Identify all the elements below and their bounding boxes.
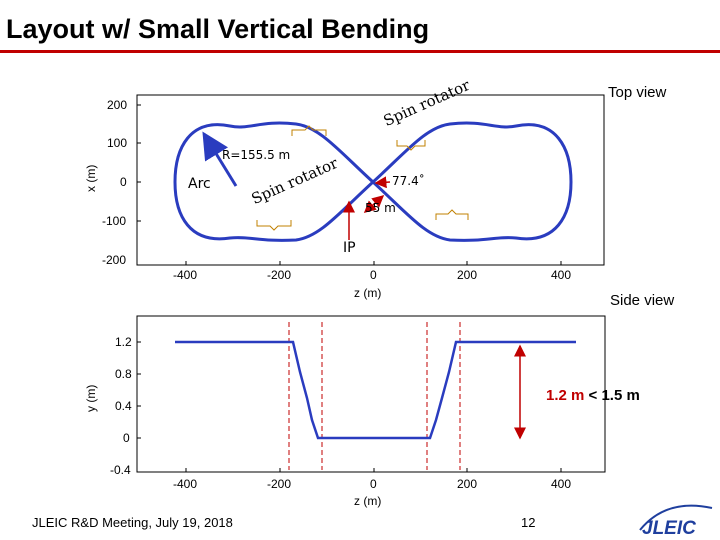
distance-label: 55 m xyxy=(365,201,396,215)
top-plot-frame xyxy=(136,94,605,266)
side-y-tick: 1.2 xyxy=(115,335,132,349)
distance-arrow xyxy=(363,195,385,213)
top-y-tick: 100 xyxy=(107,136,128,150)
side-axis-ticks xyxy=(137,341,562,472)
top-x-tick: 200 xyxy=(457,268,478,282)
side-view-label: Side view xyxy=(610,292,675,309)
top-x-tick: -200 xyxy=(267,268,292,282)
side-x-tick: 400 xyxy=(551,477,572,491)
top-y-tick: -200 xyxy=(102,253,127,267)
side-x-tick: 0 xyxy=(370,477,377,491)
side-x-tick: 200 xyxy=(457,477,478,491)
radius-label: R=155.5 m xyxy=(222,148,291,162)
radius-arrow xyxy=(202,131,238,187)
footer-text: JLEIC R&D Meeting, July 19, 2018 xyxy=(32,515,233,530)
top-x-tick: -400 xyxy=(173,268,198,282)
vertical-profile xyxy=(175,340,576,440)
side-y-tick: 0.4 xyxy=(115,399,132,413)
top-view-label: Top view xyxy=(608,84,667,101)
jleic-logo: JLEIC xyxy=(639,504,713,539)
brace-upper xyxy=(291,125,327,136)
side-y-tick: 0 xyxy=(123,431,130,445)
top-y-tick: 0 xyxy=(120,175,127,189)
height-note-value: 1.2 m xyxy=(546,387,585,404)
side-guide-lines xyxy=(288,322,461,470)
angle-arrow xyxy=(374,176,391,189)
slide-title: Layout w/ Small Vertical Bending xyxy=(6,14,430,44)
top-y-tick: -100 xyxy=(102,214,127,228)
brace-lower-left xyxy=(256,220,292,231)
side-x-label: z (m) xyxy=(354,494,382,508)
angle-label: 77.4˚ xyxy=(392,174,425,188)
logo-text: JLEIC xyxy=(642,518,696,539)
side-y-tick: -0.4 xyxy=(110,463,131,477)
page-number: 12 xyxy=(521,515,536,530)
figure-eight-ring xyxy=(173,121,573,242)
ip-label: IP xyxy=(343,240,356,256)
title-underline xyxy=(0,50,720,53)
height-note-limit: < 1.5 m xyxy=(584,387,640,404)
side-x-tick: -200 xyxy=(267,477,292,491)
top-x-label: z (m) xyxy=(354,286,382,300)
brace-lower-right xyxy=(435,209,469,220)
brace-upper-right xyxy=(396,140,426,151)
side-x-tick: -400 xyxy=(173,477,198,491)
top-axis-ticks xyxy=(137,104,562,265)
top-x-tick: 0 xyxy=(370,268,377,282)
side-plot-frame xyxy=(136,315,606,473)
height-note: 1.2 m < 1.5 m xyxy=(546,387,640,404)
side-y-label: y (m) xyxy=(84,384,98,412)
arc-label: Arc xyxy=(188,176,211,192)
top-y-label: x (m) xyxy=(84,164,98,192)
top-x-tick: 400 xyxy=(551,268,572,282)
top-y-tick: 200 xyxy=(107,98,128,112)
side-y-tick: 0.8 xyxy=(115,367,132,381)
